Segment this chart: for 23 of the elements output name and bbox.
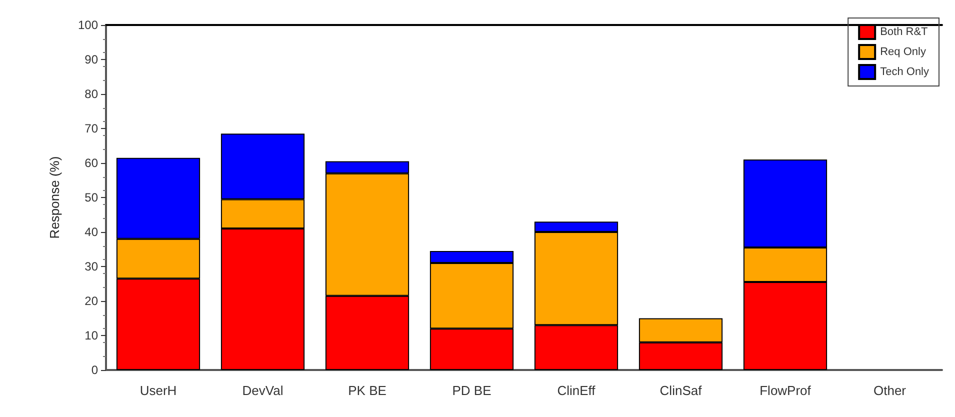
x-tick-label: ClinSaf (660, 383, 702, 398)
y-tick-label: 60 (84, 156, 98, 170)
x-tick-label: PD BE (452, 383, 492, 398)
y-tick-label: 10 (84, 328, 98, 342)
y-tick-label: 50 (84, 190, 98, 204)
y-axis-title: Response (%) (47, 156, 62, 239)
y-tick-label: 100 (78, 18, 98, 32)
y-tick-label: 0 (91, 363, 98, 377)
y-tick-label: 40 (84, 225, 98, 239)
x-tick-label: UserH (140, 383, 177, 398)
legend-label: Req Only (880, 46, 926, 58)
y-tick-label: 80 (84, 87, 98, 101)
legend-label: Both R&T (880, 26, 928, 38)
x-tick-label: DevVal (242, 383, 284, 398)
x-tick-label: FlowProf (760, 383, 812, 398)
x-tick-label: ClinEff (557, 383, 596, 398)
x-tick-label: Other (873, 383, 907, 398)
y-tick-label: 30 (84, 260, 98, 274)
y-tick-label: 20 (84, 294, 98, 308)
y-tick-label: 90 (84, 52, 98, 66)
x-tick-label: PK BE (348, 383, 387, 398)
y-tick-label: 70 (84, 122, 98, 136)
legend-label: Tech Only (880, 66, 930, 78)
